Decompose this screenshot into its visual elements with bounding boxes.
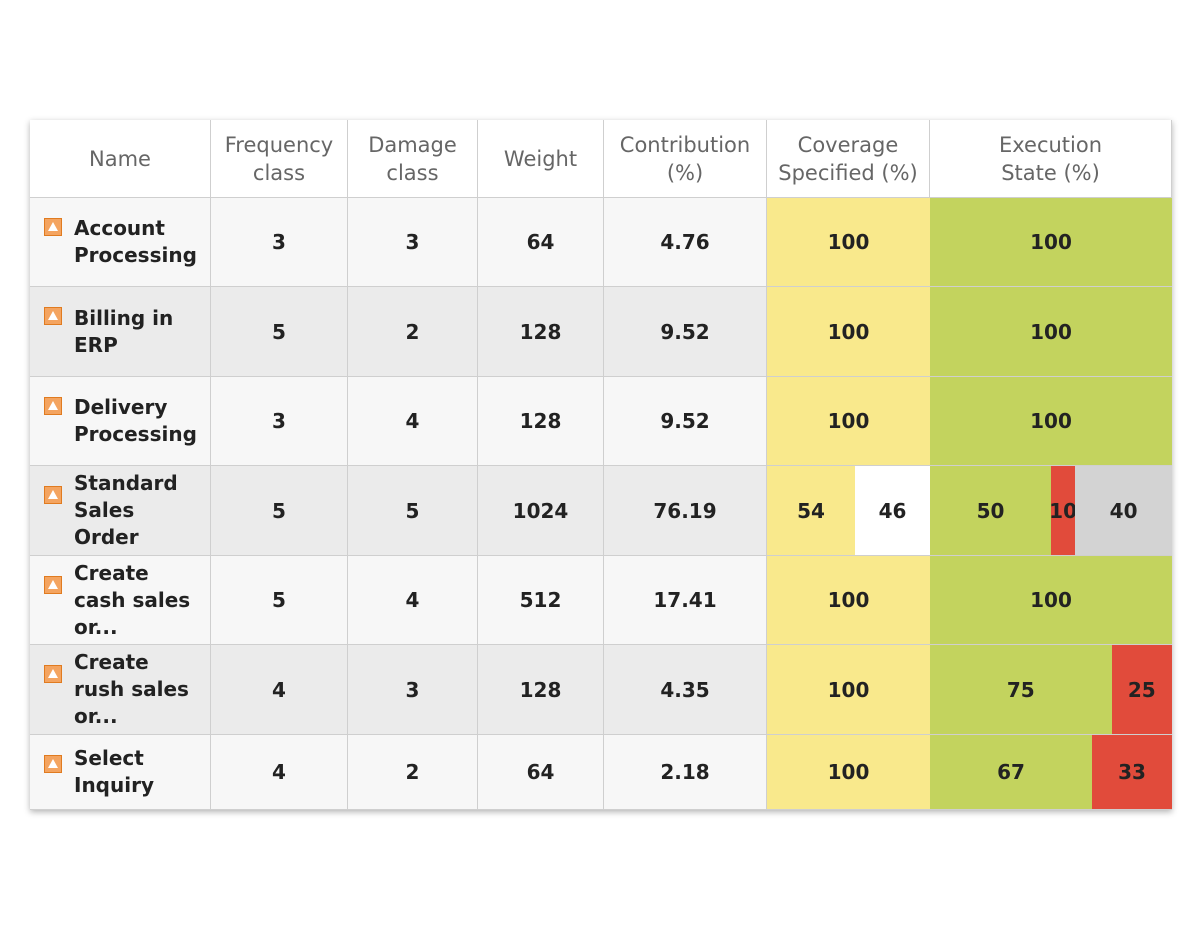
coverage-segment: 46 [855,466,930,555]
damage-cell: 2 [348,287,478,377]
damage-cell: 2 [348,735,478,810]
weight-cell: 1024 [478,466,604,556]
execution-cell: 67 33 [930,735,1172,810]
name-cell: Delivery Processing [30,377,211,466]
contribution-cell: 4.35 [604,645,767,735]
name-text: Create rush sales or... [74,650,189,728]
contribution-cell: 17.41 [604,556,767,645]
damage-cell: 5 [348,466,478,556]
frequency-cell: 5 [211,556,348,645]
frequency-cell: 4 [211,645,348,735]
name-cell: Account Processing [30,198,211,287]
damage-cell: 3 [348,198,478,287]
header-cell: Name [30,120,211,198]
execution-cell: 100 [930,198,1172,287]
execution-segment: 100 [930,287,1172,376]
coverage-segment: 100 [767,645,930,734]
name-cell: Standard Sales Order [30,466,211,556]
execution-segment: 33 [1092,735,1172,809]
execution-cell: 100 [930,287,1172,377]
coverage-segment: 100 [767,377,930,465]
header-cell: Coverage Specified (%) [767,120,930,198]
execution-cell: 100 [930,377,1172,466]
execution-segment: 100 [930,377,1172,465]
table: Name Frequency class Damage class Weight Con… [30,120,1172,810]
weight-cell: 512 [478,556,604,645]
coverage-cell: 100 [767,198,930,287]
name-cell: Select Inquiry [30,735,211,810]
execution-segment: 67 [930,735,1093,809]
name-text: Delivery Processing [74,395,197,446]
coverage-segment: 100 [767,556,930,644]
frequency-cell: 5 [211,287,348,377]
execution-segment: 100 [930,556,1172,644]
coverage-cell: 100 [767,645,930,735]
execution-segment: 25 [1111,645,1172,734]
coverage-cell: 100 [767,735,930,810]
frequency-cell: 3 [211,377,348,466]
contribution-cell: 2.18 [604,735,767,810]
name-text: Account Processing [74,216,197,267]
coverage-cell: 100 [767,287,930,377]
damage-cell: 4 [348,556,478,645]
name-text: Billing in ERP [74,305,174,357]
coverage-segment: 100 [767,198,930,286]
execution-segment: 40 [1075,466,1172,555]
process-icon [44,397,62,415]
coverage-segment: 100 [767,287,930,376]
execution-cell: 75 25 [930,645,1172,735]
name-text: Select Inquiry [74,746,154,797]
coverage-cell: 54 46 [767,466,930,556]
coverage-cell: 100 [767,377,930,466]
process-icon [44,486,62,504]
header-cell: Contribution (%) [604,120,767,198]
coverage-segment: 100 [767,735,930,809]
execution-cell: 50 10 40 [930,466,1172,556]
execution-cell: 100 [930,556,1172,645]
process-icon [44,576,62,594]
process-icon [44,665,62,683]
process-icon [44,218,62,236]
weight-cell: 64 [478,198,604,287]
name-text: Create cash sales or... [74,560,191,639]
header-cell: Execution State (%) [930,120,1172,198]
process-icon [44,307,62,325]
frequency-cell: 3 [211,198,348,287]
execution-segment: 10 [1049,466,1077,555]
weight-cell: 128 [478,645,604,735]
header-cell: Frequency class [211,120,348,198]
contribution-cell: 9.52 [604,377,767,466]
frequency-cell: 4 [211,735,348,810]
damage-cell: 3 [348,645,478,735]
name-cell: Create cash sales or... [30,556,211,645]
name-text: Standard Sales Order [74,471,178,549]
weight-cell: 64 [478,735,604,810]
coverage-cell: 100 [767,556,930,645]
coverage-segment: 54 [767,466,856,555]
header-cell: Weight [478,120,604,198]
header-cell: Damage class [348,120,478,198]
contribution-cell: 4.76 [604,198,767,287]
contribution-cell: 9.52 [604,287,767,377]
frequency-cell: 5 [211,466,348,556]
execution-segment: 100 [930,198,1172,286]
contribution-cell: 76.19 [604,466,767,556]
name-cell: Billing in ERP [30,287,211,377]
damage-cell: 4 [348,377,478,466]
weight-cell: 128 [478,287,604,377]
weight-cell: 128 [478,377,604,466]
process-icon [44,755,62,773]
execution-segment: 75 [930,645,1112,734]
execution-segment: 50 [930,466,1051,555]
name-cell: Create rush sales or... [30,645,211,735]
